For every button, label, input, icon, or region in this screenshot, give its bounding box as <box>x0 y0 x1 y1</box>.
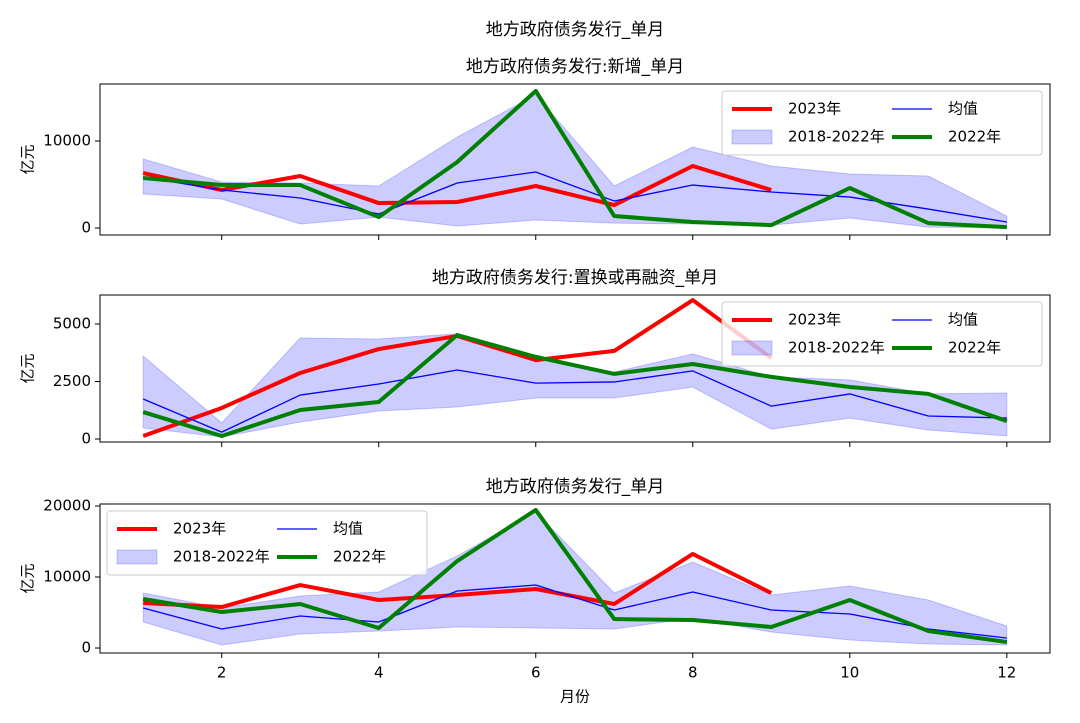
legend-frame <box>106 510 428 576</box>
y-tick-label: 0 <box>81 219 91 237</box>
y-tick-label: 10000 <box>43 568 91 586</box>
legend-label: 2018-2022年 <box>173 548 270 566</box>
axes-title: 地方政府债务发行_单月 <box>486 477 665 497</box>
x-tick-label: 6 <box>531 664 541 682</box>
axes-frame <box>99 503 1051 654</box>
legend-frame <box>721 301 1043 367</box>
legend-frame <box>721 90 1043 156</box>
series-line <box>143 171 1007 223</box>
plot-area <box>142 88 1008 230</box>
y-tick-label: 0 <box>81 639 91 657</box>
series-line <box>143 584 1007 639</box>
x-tick-label: 10 <box>840 664 859 682</box>
legend-label: 均值 <box>333 520 363 538</box>
legend-label: 均值 <box>948 311 978 329</box>
axes-frame <box>99 83 1051 236</box>
y-tick-label: 0 <box>81 430 91 448</box>
legend-swatch <box>731 340 773 356</box>
x-tick-label: 4 <box>374 664 384 682</box>
y-tick-label: 20000 <box>43 496 91 514</box>
series-line <box>143 88 1007 230</box>
y-tick-label: 2500 <box>53 372 91 390</box>
legend-label: 2018-2022年 <box>788 339 885 357</box>
legend-swatch <box>116 549 158 565</box>
legend-swatch <box>731 129 773 145</box>
axes-frame <box>99 294 1051 443</box>
x-tick-label: 2 <box>217 664 227 682</box>
x-axis-label: 月份 <box>560 688 590 706</box>
y-tick-label: 5000 <box>53 314 91 332</box>
axes-title: 地方政府债务发行:置换或再融资_单月 <box>432 268 718 288</box>
x-tick-label: 12 <box>997 664 1016 682</box>
series-line <box>142 507 1008 644</box>
legend-label: 均值 <box>948 100 978 118</box>
legend: 2023年 2018-2022年 均值 2022年 <box>721 90 1043 156</box>
legend-label: 2023年 <box>788 311 841 329</box>
range-band <box>142 511 1008 646</box>
legend-label: 2023年 <box>173 520 226 538</box>
plot-area <box>142 507 1008 646</box>
legend-label: 2022年 <box>948 339 1001 357</box>
figure-title: 地方政府债务发行_单月 <box>486 20 665 40</box>
legend-label: 2018-2022年 <box>788 128 885 146</box>
y-axis-label: 亿元 <box>19 353 37 383</box>
series-line <box>142 369 1007 433</box>
legend-label: 2022年 <box>333 548 386 566</box>
y-axis-label: 亿元 <box>19 563 37 593</box>
series-line <box>143 551 773 610</box>
plot-area <box>142 298 1008 439</box>
axes-title: 地方政府债务发行:新增_单月 <box>466 57 684 77</box>
legend-label: 2023年 <box>788 100 841 118</box>
legend: 2023年 2018-2022年 均值 2022年 <box>106 510 428 576</box>
y-tick-label: 10000 <box>43 132 91 150</box>
legend-label: 2022年 <box>948 128 1001 146</box>
y-axis-label: 亿元 <box>19 144 37 174</box>
x-tick-label: 8 <box>688 664 698 682</box>
legend: 2023年 2018-2022年 均值 2022年 <box>721 301 1043 367</box>
series-line <box>142 333 1008 439</box>
